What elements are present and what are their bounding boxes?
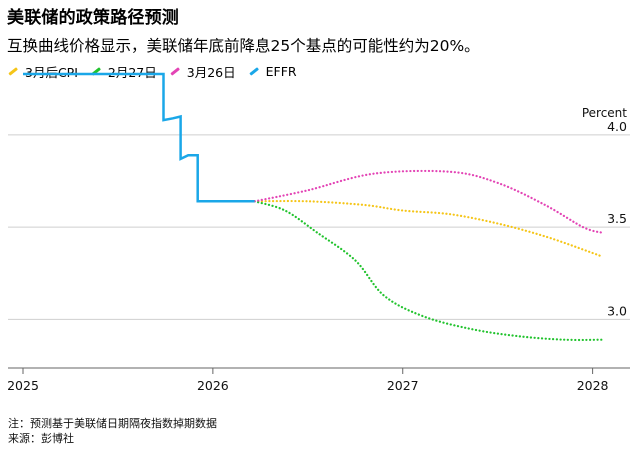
legend-item-feb27[interactable]: 2月27日 — [91, 62, 157, 81]
y-unit-label: Percent — [582, 106, 627, 120]
legend-label-cpi: 3月后CPI — [25, 65, 78, 80]
legend-label-effr: EFFR — [265, 64, 297, 79]
legend-label-mar26: 3月26日 — [186, 65, 236, 80]
y-tick-label-2: 4.0 — [607, 119, 627, 134]
series-line-1[interactable] — [253, 199, 604, 258]
chart-subtitle: 互换曲线价格显示，美联储年底前降息25个基点的可能性约为20%。 — [7, 37, 480, 55]
footer-source: 来源：彭博社 — [8, 432, 74, 445]
legend-label-feb27: 2月27日 — [107, 65, 157, 80]
footer-note: 注：预测基于美联储日期隔夜指数掉期数据 — [8, 417, 217, 430]
legend: 3月后CPI 2月27日 3月26日 EFFR — [8, 62, 310, 81]
x-tick-label-3: 2028 — [577, 378, 609, 393]
legend-item-mar26[interactable]: 3月26日 — [170, 62, 236, 81]
x-tick-label-2: 2027 — [387, 378, 419, 393]
x-tick-label-0: 2025 — [7, 378, 39, 393]
legend-item-effr[interactable]: EFFR — [248, 64, 297, 79]
series-line-0[interactable] — [23, 72, 255, 203]
chart-title: 美联储的政策路径预测 — [7, 8, 179, 28]
y-tick-label-0: 3.0 — [607, 303, 627, 318]
series-line-3[interactable] — [253, 169, 604, 234]
x-tick-label-1: 2026 — [197, 378, 229, 393]
legend-item-cpi[interactable]: 3月后CPI — [8, 62, 78, 81]
y-tick-label-1: 3.5 — [607, 211, 627, 226]
series-line-2[interactable] — [253, 200, 604, 342]
